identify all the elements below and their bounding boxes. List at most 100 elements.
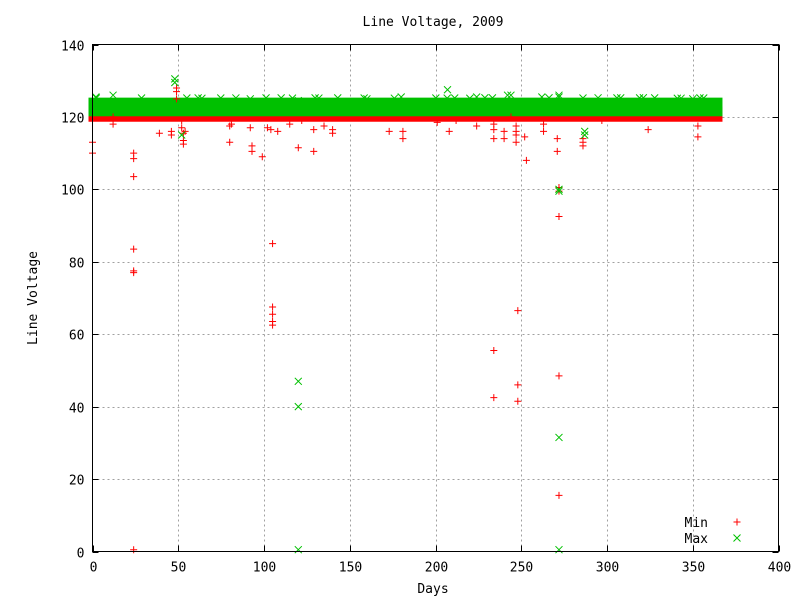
max-data-point (555, 433, 563, 442)
x-tick-label: 350 (682, 561, 705, 576)
max-band-point (696, 94, 704, 102)
max-data-point (537, 93, 546, 101)
min-data-point (598, 117, 606, 125)
legend: Min Max (685, 516, 741, 547)
min-data-point (298, 117, 306, 125)
min-data-point (294, 144, 302, 152)
min-data-point (555, 213, 563, 221)
min-data-point (540, 127, 548, 135)
x-tick-label: 0 (90, 561, 98, 576)
x-tick-label: 300 (596, 561, 619, 576)
y-tick-label: 80 (69, 257, 85, 272)
min-data-point (399, 135, 407, 143)
max-band-point (635, 94, 644, 102)
min-data-point (329, 129, 337, 137)
min-data-point (178, 124, 186, 132)
min-data-point (490, 347, 498, 355)
min-data-point (540, 120, 548, 128)
min-data-point (267, 126, 275, 134)
max-band-point (613, 93, 621, 102)
min-data-point (433, 118, 441, 126)
min-data-point (173, 95, 181, 103)
max-data-point (170, 78, 179, 87)
min-data-point (246, 124, 254, 132)
max-band-point (315, 94, 323, 102)
min-data-point (269, 321, 277, 329)
min-data-point (274, 127, 282, 135)
max-data-point (503, 91, 512, 100)
min-data-point (226, 122, 234, 130)
min-data-point (130, 173, 138, 181)
max-band-point (360, 94, 369, 102)
max-data-point (472, 93, 481, 101)
x-tick-label: 150 (339, 561, 362, 576)
min-data-point (521, 133, 529, 141)
max-data-point (507, 91, 515, 100)
min-data-point (179, 140, 187, 148)
min-data-point (644, 126, 652, 134)
max-data-point (397, 93, 406, 101)
min-data-point (514, 381, 522, 389)
max-band-point (673, 94, 682, 103)
max-band-point (443, 94, 452, 102)
min-data-point (130, 269, 138, 277)
x-tick-label: 400 (768, 561, 791, 576)
min-data-point (227, 120, 235, 128)
min-data-point (490, 394, 498, 402)
y-tick-label: 40 (69, 402, 85, 417)
max-data-point (170, 75, 179, 83)
min-data-point (269, 310, 277, 318)
max-data-point (294, 402, 303, 411)
y-tick-label: 140 (61, 40, 84, 55)
max-band-point (488, 94, 497, 102)
min-data-point (258, 153, 266, 161)
min-data-point (500, 135, 508, 143)
max-band-point (579, 94, 587, 102)
max-band-point (277, 94, 286, 102)
max-data-point (580, 131, 589, 139)
min-data-point (310, 126, 318, 134)
min-data-point (473, 122, 481, 130)
max-data-point (131, 98, 140, 107)
min-data-point (248, 147, 256, 155)
max-data-point (92, 93, 100, 101)
min-data-point (167, 131, 175, 139)
max-band-point (232, 94, 240, 102)
axis-ticks (92, 44, 780, 553)
max-band-point (639, 93, 648, 102)
max-data-point (294, 377, 303, 386)
max-band-point (390, 94, 399, 103)
min-data-point (178, 117, 186, 125)
x-tick-label: 100 (253, 561, 276, 576)
y-tick-label: 60 (69, 329, 85, 344)
max-dense-band (88, 97, 723, 117)
chart-title: Line Voltage, 2009 (363, 15, 504, 30)
min-data-point (490, 135, 498, 143)
max-band-point (450, 94, 459, 102)
min-data-point (263, 124, 271, 132)
max-band-point (465, 94, 474, 103)
x-tick-label: 250 (510, 561, 533, 576)
min-data-point (514, 307, 522, 315)
max-band-point (198, 94, 206, 103)
min-data-point (269, 240, 277, 248)
min-data-point (130, 155, 138, 163)
min-data-point (579, 142, 587, 150)
min-data-point (452, 117, 460, 125)
min-data-point (155, 129, 163, 137)
max-data-point (177, 131, 186, 139)
max-band-point (182, 94, 191, 102)
x-tick-label: 50 (171, 561, 187, 576)
max-data-point (294, 545, 303, 554)
max-band-point (481, 93, 489, 102)
max-data-point (555, 93, 563, 101)
max-band-point (431, 94, 440, 102)
min-data-point (269, 303, 277, 311)
min-data-point (694, 133, 702, 141)
max-band-point (616, 94, 625, 102)
min-data-point (310, 147, 318, 155)
x-axis-label: Days (417, 582, 448, 597)
y-tick-label: 0 (77, 547, 85, 562)
